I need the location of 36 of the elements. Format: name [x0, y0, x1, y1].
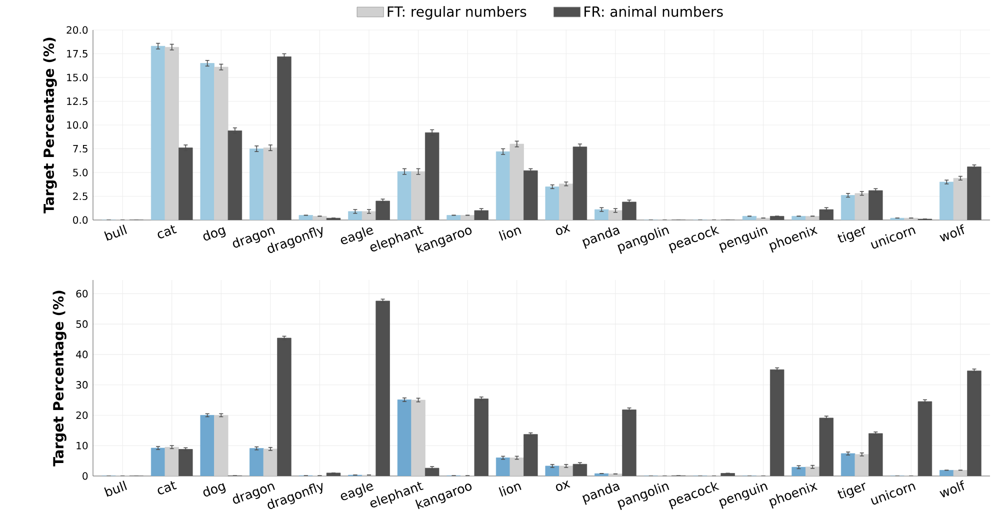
- y-tick-label: 15.0: [67, 74, 88, 82]
- y-tick-label: 50: [76, 320, 88, 328]
- y-tick-label: 20: [76, 411, 88, 420]
- x-tick-label: lion: [498, 228, 522, 241]
- y-tick-label: 0: [82, 472, 88, 480]
- y-tick-label: 12.5: [67, 97, 88, 106]
- y-tick-label: 0.0: [73, 216, 88, 224]
- x-tick-label: lion: [498, 484, 522, 497]
- y-tick-label: 20.0: [66, 26, 88, 34]
- legend-label: FT: regular numbers: [388, 6, 526, 20]
- y-tick-label: 10: [76, 442, 88, 450]
- y-tick-label: 17.5: [67, 50, 88, 58]
- y-tick-label: 7.5: [73, 145, 88, 152]
- y-tick-label: 2.5: [73, 192, 88, 200]
- x-tick-label: wolf: [940, 480, 964, 498]
- x-tick-label: bull: [104, 224, 127, 241]
- x-tick-label: unicorn: [870, 228, 916, 249]
- y-tick-label: 40: [76, 350, 88, 358]
- legend-label: FR: animal numbers: [584, 6, 723, 17]
- x-tick-label: cat: [158, 481, 177, 494]
- x-tick-label: ox: [556, 224, 570, 236]
- x-tick-label: dog: [203, 483, 226, 497]
- y-axis-title: Target Percentage (%): [43, 38, 57, 214]
- x-tick-label: wolf: [940, 224, 964, 242]
- x-tick-label: bull: [104, 480, 127, 497]
- x-tick-label: tiger: [838, 226, 866, 242]
- x-tick-label: ox: [556, 480, 570, 492]
- y-axis-title: Target Percentage (%): [52, 290, 66, 466]
- x-tick-label: tiger: [838, 482, 866, 498]
- x-tick-label: cat: [158, 225, 177, 238]
- y-tick-label: 60: [76, 290, 88, 298]
- y-tick-label: 5.0: [73, 168, 88, 176]
- y-tick-label: 30: [76, 381, 88, 389]
- y-tick-label: 10.0: [67, 121, 88, 129]
- x-tick-label: unicorn: [870, 484, 916, 505]
- x-tick-label: dog: [203, 227, 226, 241]
